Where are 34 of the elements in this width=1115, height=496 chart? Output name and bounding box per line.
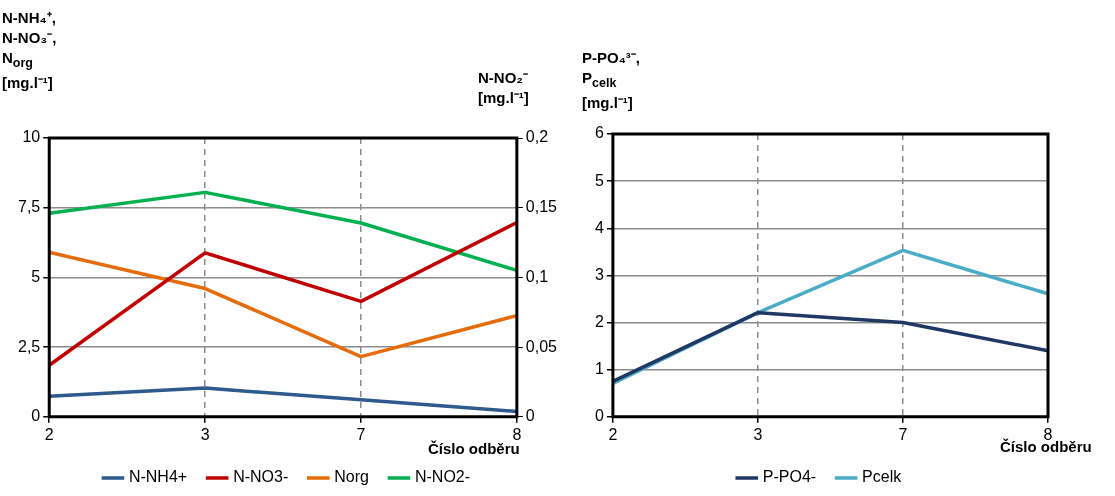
y-axis-title: P-PO₄³⁻, P$_{celk}$ [mg.l⁻¹] bbox=[582, 49, 640, 111]
legend-label: Norg bbox=[334, 468, 369, 486]
y-tick-label: 5 bbox=[31, 267, 41, 285]
y2-tick-label: 0,15 bbox=[525, 198, 558, 216]
y-tick-label: 10 bbox=[22, 128, 41, 146]
legend-label: N-NO3- bbox=[233, 468, 289, 486]
y-tick-label: 5 bbox=[594, 171, 604, 189]
y-tick-label: 6 bbox=[594, 124, 604, 142]
x-tick-label: 7 bbox=[898, 425, 908, 443]
y-axis-title: N-NH₄⁺, N-NO₃⁻, N$_{org}$ [mg.l⁻¹] bbox=[2, 9, 57, 91]
x-tick-label: 2 bbox=[44, 425, 54, 443]
y2-tick-label: 0,1 bbox=[525, 267, 549, 285]
y2-tick-label: 0 bbox=[525, 407, 535, 425]
y2-axis-title: N-NO₂⁻ [mg.l⁻¹] bbox=[478, 69, 529, 106]
x-tick-label: 8 bbox=[512, 425, 522, 443]
y-tick-label: 3 bbox=[594, 265, 604, 283]
x-tick-label: 3 bbox=[200, 425, 210, 443]
y-tick-label: 7,5 bbox=[17, 198, 41, 216]
y-tick-label: 2,5 bbox=[17, 337, 41, 355]
x-tick-label: 3 bbox=[753, 425, 763, 443]
legend-label: Pcelk bbox=[862, 468, 903, 486]
x-axis-title: Číslo odběru bbox=[428, 440, 520, 457]
y2-tick-label: 0,2 bbox=[525, 128, 549, 146]
x-tick-label: 2 bbox=[608, 425, 618, 443]
legend-label: N-NO2- bbox=[414, 468, 471, 486]
y-tick-label: 0 bbox=[594, 407, 604, 425]
y-tick-label: 1 bbox=[594, 360, 604, 378]
x-tick-label: 7 bbox=[356, 425, 366, 443]
y2-tick-label: 0,05 bbox=[525, 337, 558, 355]
y-tick-label: 4 bbox=[594, 218, 604, 236]
legend-label: P-PO4- bbox=[762, 468, 817, 486]
y-tick-label: 0 bbox=[31, 407, 41, 425]
legend-label: N-NH4+ bbox=[128, 468, 188, 486]
y-tick-label: 2 bbox=[594, 312, 604, 330]
